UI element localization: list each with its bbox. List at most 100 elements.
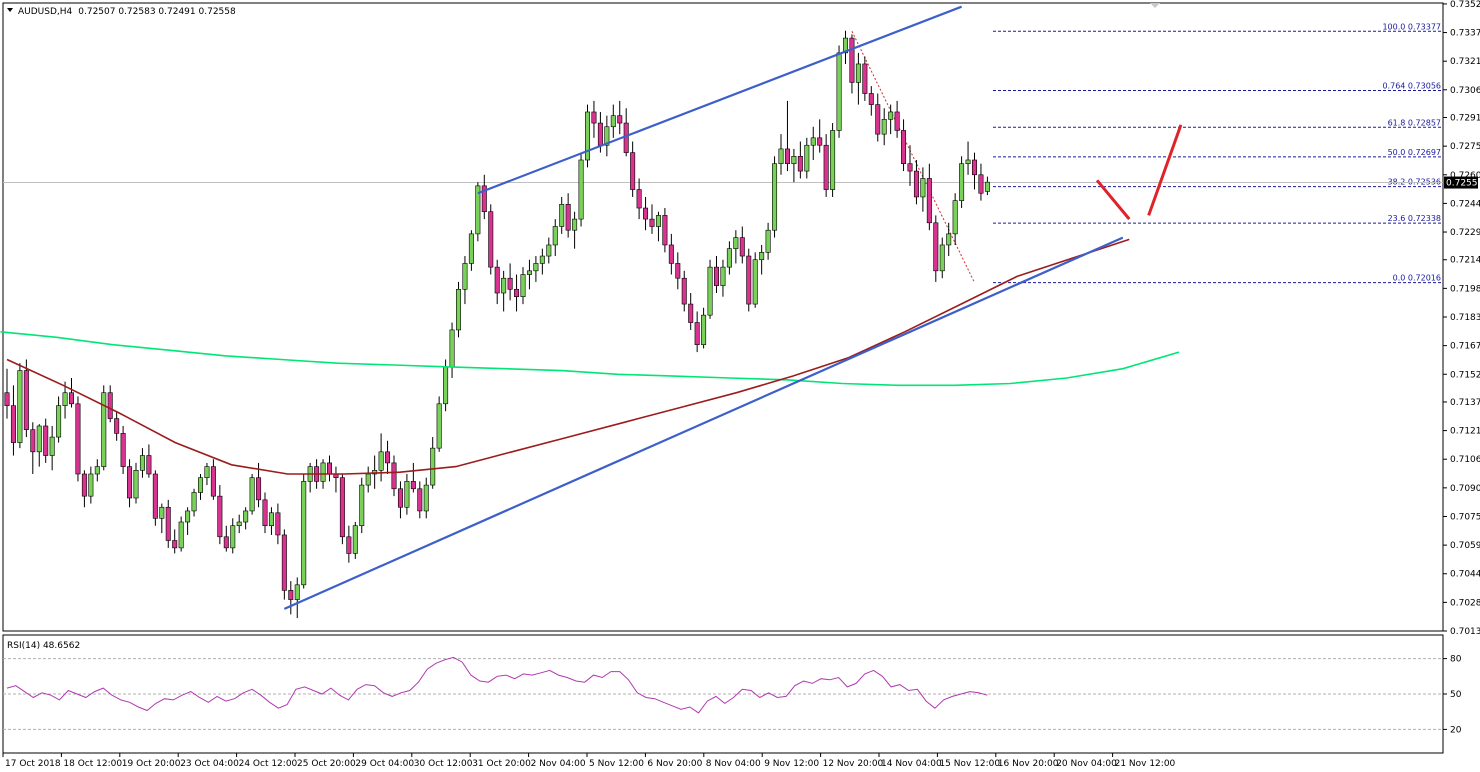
- bullish-candle: [62, 392, 68, 406]
- time-tick-label: 6 Nov 20:00: [647, 759, 702, 769]
- bullish-candle: [965, 159, 971, 164]
- bullish-candle: [94, 466, 100, 475]
- price-tick-label: 0.71985: [1450, 284, 1480, 294]
- symbol-dropdown-icon[interactable]: [7, 8, 13, 12]
- bearish-candle: [256, 477, 262, 501]
- bullish-candle: [939, 244, 945, 272]
- fib-level-label: 0.764 0.73056: [1382, 82, 1441, 91]
- bullish-candle: [539, 255, 545, 264]
- price-tick-label: 0.70595: [1450, 541, 1480, 551]
- bearish-candle: [746, 255, 752, 305]
- bearish-candle: [926, 178, 932, 224]
- chart-header: AUDUSD,H4 0.72507 0.72583 0.72491 0.72558: [18, 7, 236, 17]
- bullish-candle: [830, 130, 836, 190]
- bullish-candle: [765, 229, 771, 253]
- bullish-candle: [230, 525, 236, 549]
- bearish-candle: [281, 534, 287, 591]
- bearish-candle: [488, 211, 494, 268]
- bullish-candle: [191, 492, 197, 512]
- resistance-trendline: [477, 5, 962, 195]
- time-tick-label: 12 Nov 20:00: [823, 759, 884, 769]
- price-tick-label: 0.70285: [1450, 598, 1480, 608]
- bullish-candle: [236, 521, 242, 527]
- current-price-badge: [1444, 176, 1478, 189]
- price-tick-label: 0.70905: [1450, 484, 1480, 494]
- rsi-indicator: 80 50 20: [3, 655, 1462, 735]
- bullish-candle: [604, 126, 610, 146]
- moving-averages: [0, 238, 1180, 475]
- bullish-candle: [707, 266, 713, 316]
- time-tick-label: 31 Oct 20:00: [472, 759, 531, 769]
- bullish-candle: [320, 462, 326, 482]
- time-axis: 17 Oct 2018 18 Oct 12:00 19 Oct 20:00 23 Oc…: [2, 753, 1176, 769]
- bearish-candle: [107, 392, 113, 419]
- bearish-candle: [514, 288, 520, 297]
- bearish-candle: [69, 392, 75, 405]
- rsi-tick-label: 50: [1450, 690, 1462, 700]
- bullish-candle: [449, 329, 455, 368]
- bullish-candle: [984, 181, 990, 192]
- bullish-candle: [610, 115, 616, 128]
- bullish-candle: [552, 226, 558, 246]
- support-trendline: [283, 236, 1124, 610]
- bullish-candle: [352, 525, 358, 554]
- current-price-label: 0.72558: [1446, 179, 1480, 189]
- bearish-candle: [901, 130, 907, 164]
- bullish-candle: [772, 163, 778, 231]
- bullish-candle: [526, 270, 532, 275]
- fib-level-label: 0.0 0.72016: [1393, 274, 1441, 283]
- bullish-candle: [294, 584, 300, 600]
- fib-level-label: 61.8 0.72857: [1388, 118, 1441, 127]
- bullish-candle: [101, 392, 107, 467]
- bearish-candle: [713, 266, 719, 286]
- bullish-candle: [49, 436, 55, 456]
- bearish-candle: [868, 93, 874, 105]
- fast-moving-average-line: [6, 238, 1130, 475]
- bullish-candle: [185, 510, 191, 523]
- time-tick-label: 14 Nov 04:00: [881, 759, 942, 769]
- fib-level-label: 23.6 0.72338: [1388, 214, 1441, 223]
- bullish-candle: [249, 477, 255, 512]
- bearish-candle: [971, 159, 977, 176]
- bullish-candle: [920, 178, 926, 198]
- bearish-candle: [10, 405, 16, 443]
- scroll-marker-icon: [1150, 3, 1160, 8]
- bearish-candle: [397, 488, 403, 508]
- time-tick-label: 9 Nov 12:00: [764, 759, 819, 769]
- projection-up-leg: [1147, 124, 1183, 216]
- main-pane-border: [2, 2, 1444, 632]
- bullish-candle: [701, 314, 707, 346]
- bullish-candle: [204, 466, 210, 478]
- bearish-candle: [662, 215, 668, 246]
- bullish-candle: [430, 447, 436, 486]
- bearish-candle: [617, 115, 623, 124]
- price-tick-label: 0.71215: [1450, 427, 1480, 437]
- bullish-candle: [733, 237, 739, 249]
- bearish-candle: [165, 506, 171, 541]
- bearish-candle: [288, 590, 294, 600]
- bearish-candle: [681, 277, 687, 305]
- candles: [4, 30, 990, 619]
- bullish-candle: [378, 451, 384, 471]
- bullish-candle: [752, 259, 758, 305]
- bullish-candle: [855, 63, 861, 83]
- bearish-candle: [30, 429, 36, 453]
- rsi-tick-label: 80: [1450, 655, 1462, 665]
- price-tick-label: 0.73215: [1450, 57, 1480, 67]
- bullish-candle: [810, 137, 816, 146]
- bearish-candle: [907, 163, 913, 172]
- bullish-candle: [468, 233, 474, 264]
- bearish-candle: [391, 462, 397, 490]
- bullish-candle: [268, 512, 274, 527]
